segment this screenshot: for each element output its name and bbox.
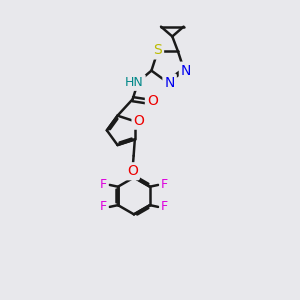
Text: F: F xyxy=(100,178,107,191)
Text: N: N xyxy=(181,64,191,78)
Text: O: O xyxy=(134,114,144,128)
Text: HN: HN xyxy=(125,76,144,89)
Text: F: F xyxy=(100,200,107,213)
Text: F: F xyxy=(161,200,168,213)
Text: N: N xyxy=(164,76,175,89)
Text: F: F xyxy=(161,178,168,191)
Text: O: O xyxy=(127,164,138,178)
Text: S: S xyxy=(153,44,162,58)
Text: O: O xyxy=(147,94,158,108)
